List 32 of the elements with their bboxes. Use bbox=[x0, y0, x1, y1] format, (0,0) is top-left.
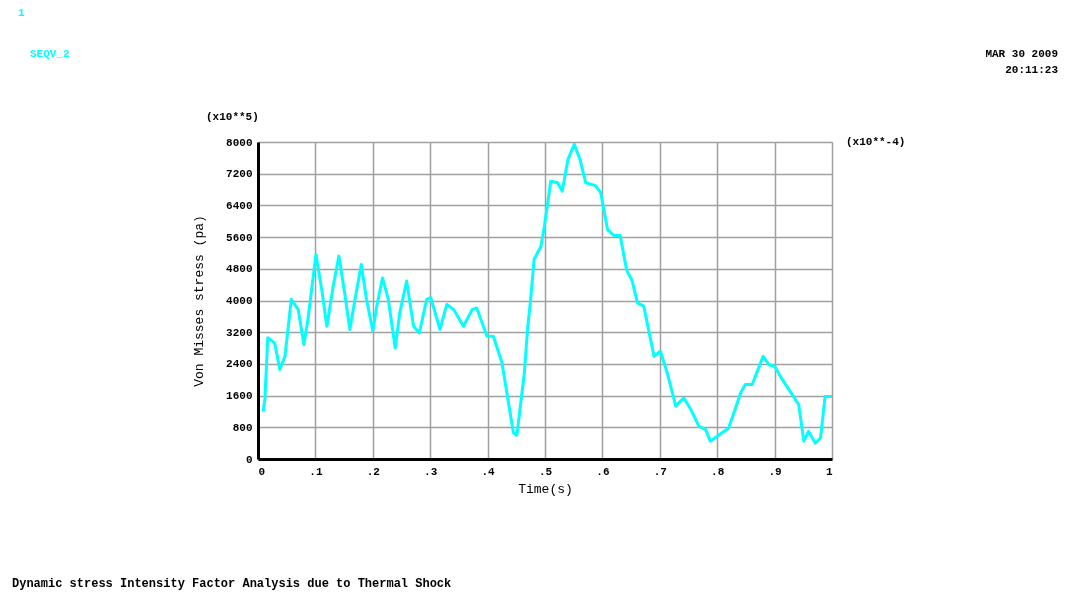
x-tick-label: .3 bbox=[424, 465, 438, 478]
y-tick-label: 2400 bbox=[226, 358, 253, 371]
x-tick-label: 1 bbox=[825, 465, 833, 478]
y-tick-label: 3200 bbox=[226, 326, 253, 339]
x-tick-label: .7 bbox=[653, 465, 667, 478]
y-tick-label: 0 bbox=[245, 453, 253, 466]
x-tick-label: .8 bbox=[711, 465, 725, 478]
y-tick-label: 5600 bbox=[226, 231, 253, 244]
y-tick-label: 1600 bbox=[226, 390, 253, 403]
x-tick-label: .1 bbox=[309, 465, 323, 478]
x-tick-label: .9 bbox=[768, 465, 782, 478]
text: (x10**5) bbox=[206, 111, 259, 123]
x-tick-label: .4 bbox=[481, 465, 496, 478]
y-tick-label: 6400 bbox=[226, 199, 253, 212]
text: MAR 30 2009 bbox=[985, 48, 1058, 60]
text: (x10**-4) bbox=[846, 136, 906, 148]
x-axis-title: Time(s) bbox=[518, 481, 573, 497]
x-tick-label: .2 bbox=[366, 465, 380, 478]
y-tick-label: 8000 bbox=[226, 136, 253, 149]
y-tick-label: 4800 bbox=[226, 263, 253, 276]
line-series bbox=[261, 142, 834, 445]
x-tick-label: 0 bbox=[258, 465, 266, 478]
y-tick-label: 800 bbox=[232, 421, 253, 434]
text: 1 bbox=[18, 7, 25, 19]
text: 20:11:23 bbox=[1005, 64, 1059, 76]
x-tick-label: .5 bbox=[538, 465, 553, 478]
y-axis-title: Von Misses stress (pa) bbox=[192, 215, 208, 387]
y-tick-label: 4000 bbox=[226, 295, 253, 307]
x-tick-label: .6 bbox=[596, 465, 610, 478]
text: Dynamic stress Intensity Factor Analysis due to Thermal Shock bbox=[12, 577, 452, 591]
text: SEQV_2 bbox=[30, 48, 70, 60]
y-tick-label: 7200 bbox=[226, 168, 253, 181]
